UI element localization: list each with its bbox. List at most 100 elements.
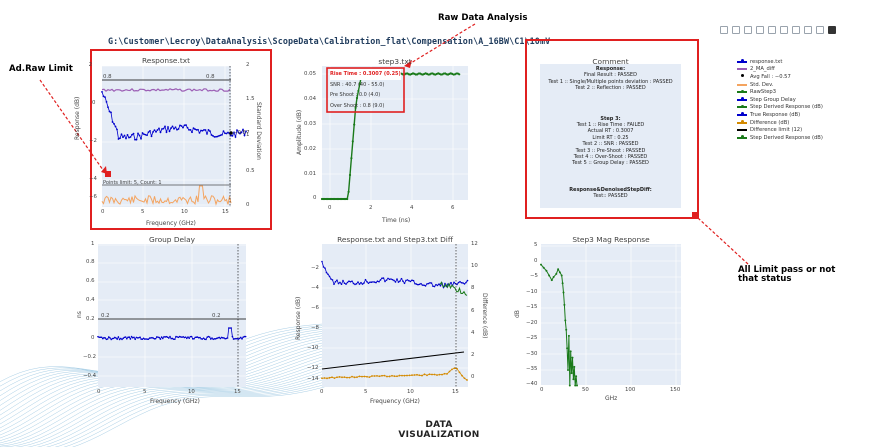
data-point [203,128,205,131]
data-point [216,135,219,138]
zoom-in-icon[interactable] [780,26,788,34]
step3-mag-plot-area[interactable] [541,244,681,385]
response-limit-right-label: 0.8 [206,74,215,80]
data-point [162,127,165,130]
legend-item[interactable]: Difference (dB) [737,119,823,127]
legend-item[interactable]: Std. Dev. [737,81,823,89]
data-point [176,128,178,131]
data-point [159,131,162,134]
data-point [343,282,346,285]
plotly-logo-icon[interactable] [828,26,836,34]
data-point [573,365,576,368]
data-point [342,279,344,282]
std-dev-series [101,185,232,206]
data-point [451,72,454,75]
data-point [370,281,373,284]
data-point [452,73,455,76]
data-point [545,269,548,272]
data-point [444,282,446,285]
data-point [204,129,207,131]
data-point [186,126,189,129]
legend-item[interactable]: RawStep3 [737,88,823,96]
gd-ytick: 0.8 [86,259,95,265]
diff-ytick: −10 [307,345,319,351]
data-point [351,140,354,143]
data-point [101,91,103,93]
data-point [224,132,226,135]
data-point [383,374,386,377]
diff-xtick: 15 [452,389,459,395]
autoscale-icon[interactable] [804,26,812,34]
data-point [403,282,406,285]
data-point [574,384,577,387]
pan-icon[interactable] [744,26,752,34]
response-y2tick: 0 [246,202,250,208]
comment-step-header: Step 3: [600,115,621,122]
diff-ylabel: Response (dB) [295,296,302,340]
gd-ytick: 0.2 [86,316,95,322]
box-select-icon[interactable] [756,26,764,34]
data-point [418,374,421,377]
data-point [320,197,324,201]
pre-shoot-annotation: Pre Shoot : 0.0 (4.0) [330,92,381,98]
zoom-icon[interactable] [732,26,740,34]
data-point [195,128,198,131]
data-point [143,133,145,136]
data-point [435,283,437,286]
comment-response-header: Response: [595,66,626,72]
data-point [322,197,325,201]
legend-item[interactable]: Avg Fall : −0.57 [737,73,823,81]
data-point [433,373,436,376]
data-point [397,281,400,283]
data-point [562,291,565,294]
data-point [364,278,367,281]
legend-item[interactable]: 2_MA_diff [737,66,823,74]
data-point [329,197,332,201]
data-point [391,278,394,281]
data-point [210,134,213,136]
camera-icon[interactable] [720,26,728,34]
data-point [353,123,356,126]
response-ytick: 2 [88,62,92,68]
data-point [108,110,111,113]
data-point [435,72,438,76]
true-response-markers [321,260,469,289]
data-point [153,129,156,132]
data-point [132,132,135,135]
data-point [352,282,355,285]
legend-item[interactable]: Step Derived Response (dB) [737,104,823,112]
legend-item[interactable]: Difference limit (12) [737,126,823,134]
data-point [324,267,326,269]
zoom-out-icon[interactable] [792,26,800,34]
data-point [432,285,434,288]
data-point [566,347,569,350]
legend-item[interactable]: Step Derived Response (dB) [737,134,823,142]
data-point [131,133,133,136]
data-point [445,73,448,76]
reset-axes-icon[interactable] [816,26,824,34]
response-y2tick: 2 [246,62,250,68]
data-point [116,128,118,131]
data-point [576,384,578,387]
lasso-icon[interactable] [768,26,776,34]
data-point [439,73,443,76]
data-point [382,277,385,279]
data-point [430,72,433,75]
data-point [406,72,409,75]
legend-item[interactable]: True Response (dB) [737,111,823,119]
legend-item[interactable]: response.txt [737,58,823,66]
group-delay-xlabel: Frequency (GHz) [150,398,200,405]
data-point [406,279,409,281]
data-point [346,197,349,201]
step3-ytick: 0.04 [304,96,317,102]
data-point [441,73,444,76]
data-point [327,273,329,276]
data-point [234,136,237,138]
legend-label: Step Group Delay [750,96,796,103]
legend-label: Difference (dB) [750,119,790,126]
data-point [569,350,572,353]
data-point [447,283,449,285]
data-point [339,281,341,284]
data-point [122,136,124,139]
legend-item[interactable]: Step Group Delay [737,96,823,104]
